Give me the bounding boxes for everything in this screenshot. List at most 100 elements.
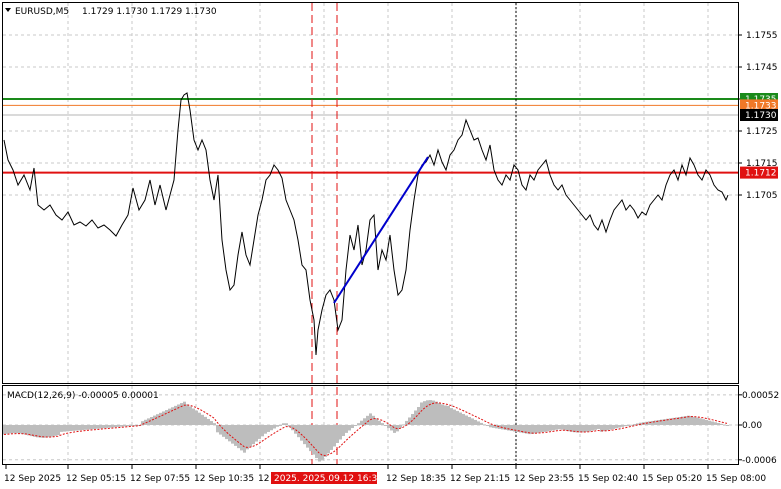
- macd-histogram-bar: [279, 425, 282, 426]
- macd-histogram-bar: [462, 414, 465, 425]
- macd-histogram-bar: [288, 425, 291, 427]
- macd-histogram-bar: [546, 425, 549, 432]
- macd-histogram-bar: [468, 416, 471, 425]
- time-label: 12 Sep 05:15: [66, 474, 126, 484]
- macd-histogram-bar: [285, 423, 288, 425]
- macd-histogram-bar: [414, 410, 417, 425]
- macd-histogram-bar: [540, 425, 543, 433]
- macd-axis[interactable]: 0.00052 0.00 -0.0006: [738, 391, 779, 466]
- macd-histogram-bar: [636, 423, 639, 425]
- macd-histogram-bar: [663, 419, 666, 425]
- macd-histogram-bar: [465, 415, 468, 425]
- macd-histogram-bar: [555, 425, 558, 430]
- crosshair-time-tag[interactable]: 2025. 2025.09.12 16:30: [271, 472, 383, 484]
- macd-histogram-bar: [297, 425, 300, 438]
- macd-histogram-bar: [261, 425, 264, 437]
- macd-histogram-bar: [270, 425, 273, 431]
- macd-histogram-bar: [354, 425, 357, 426]
- macd-histogram-bar: [45, 425, 48, 438]
- macd-histogram-bar: [174, 405, 177, 425]
- macd-histogram-bar: [159, 412, 162, 425]
- macd-tick-label: 0.00052: [742, 391, 779, 401]
- macd-histogram-bar: [183, 401, 186, 425]
- macd-histogram-bar: [216, 425, 219, 433]
- macd-histogram-bar: [708, 420, 711, 425]
- price-series: [3, 92, 729, 356]
- macd-histogram-bar: [165, 410, 168, 425]
- macd-histogram-bar: [195, 410, 198, 425]
- macd-histogram-bar: [675, 417, 678, 425]
- macd-histogram-bar: [516, 425, 519, 433]
- price-tag[interactable]: 1.1733: [740, 99, 778, 112]
- time-label: 15 Sep 08:00: [706, 474, 766, 484]
- macd-histogram-bar: [660, 419, 663, 425]
- macd-histogram-bar: [153, 415, 156, 425]
- macd-histogram-bar: [504, 425, 507, 430]
- macd-histogram-bar: [393, 425, 396, 433]
- macd-histogram-bar: [423, 401, 426, 425]
- macd-histogram-bar: [234, 425, 237, 446]
- macd-histogram-bar: [69, 425, 72, 432]
- macd-histogram-bar: [609, 425, 612, 430]
- macd-histogram-bar: [630, 424, 633, 426]
- price-pane[interactable]: [2, 2, 739, 384]
- macd-histogram-bar: [474, 419, 477, 425]
- blue-trendline[interactable]: [333, 156, 429, 304]
- macd-histogram-bar: [198, 412, 201, 425]
- macd-histogram-bar: [357, 423, 360, 425]
- price-tag-label: 1.1733: [745, 101, 777, 111]
- macd-histogram-bar: [171, 407, 174, 425]
- macd-histogram-bar: [228, 425, 231, 442]
- macd-histogram-bar: [72, 425, 75, 431]
- macd-histogram-bar: [723, 424, 726, 426]
- price-tag[interactable]: 1.1712: [740, 166, 778, 179]
- macd-histogram-bar: [528, 425, 531, 435]
- macd-histogram-bar: [576, 425, 579, 433]
- triangle-down-icon[interactable]: [5, 8, 11, 12]
- macd-histogram-bar: [24, 425, 27, 435]
- macd-histogram-bar: [48, 425, 51, 438]
- macd-histogram-bar: [324, 425, 327, 457]
- macd-histogram-bar: [120, 425, 123, 427]
- macd-histogram-bar: [111, 425, 114, 428]
- macd-histogram-bar: [249, 425, 252, 447]
- macd-histogram-bar: [696, 417, 699, 425]
- macd-histogram-bar: [450, 408, 453, 425]
- trendline[interactable]: [333, 156, 429, 304]
- macd-histogram-bar: [633, 424, 636, 426]
- macd-histogram-bar: [57, 425, 60, 436]
- macd-histogram-bar: [471, 418, 474, 425]
- price-tag[interactable]: 1.1730: [740, 109, 778, 121]
- macd-histogram-bar: [240, 425, 243, 451]
- price-axis[interactable]: 1.17551.17451.17351.17251.17151.17051.17…: [738, 31, 778, 201]
- macd-histogram-bar: [435, 401, 438, 425]
- macd-histogram-bar: [417, 407, 420, 425]
- macd-histogram-bar: [408, 417, 411, 425]
- macd-histogram-bar: [711, 421, 714, 425]
- macd-histogram-bar: [612, 425, 615, 429]
- macd-histogram-bar: [27, 425, 30, 436]
- macd-histogram-bar: [276, 425, 279, 427]
- time-label: 12 Sep 21:15: [450, 474, 510, 484]
- macd-histogram-bar: [429, 400, 432, 425]
- macd-histogram-bar: [366, 415, 369, 425]
- macd-histogram-bar: [339, 425, 342, 440]
- macd-histogram-bar: [294, 425, 297, 434]
- macd-histogram-bar: [180, 403, 183, 425]
- macd-histogram-bar: [594, 425, 597, 430]
- macd-histogram-bar: [678, 417, 681, 425]
- macd-histogram-bar: [123, 425, 126, 427]
- macd-histogram-bar: [315, 425, 318, 459]
- macd-histogram-bar: [33, 425, 36, 437]
- macd-histogram-bar: [714, 422, 717, 425]
- ohlc-label: 1.1729 1.1730 1.1729 1.1730: [82, 7, 217, 17]
- macd-histogram-bar: [219, 425, 222, 435]
- macd-histogram-bar: [588, 425, 591, 432]
- macd-histogram-bar: [318, 425, 321, 462]
- time-axis[interactable]: 12 Sep 2025 12 Sep 05:15 12 Sep 07:55 12 Se…: [4, 465, 766, 484]
- price-tag-box: [740, 166, 778, 179]
- macd-histogram-bar: [168, 408, 171, 425]
- macd-histogram-bar: [267, 425, 270, 432]
- macd-histogram-bar: [585, 425, 588, 432]
